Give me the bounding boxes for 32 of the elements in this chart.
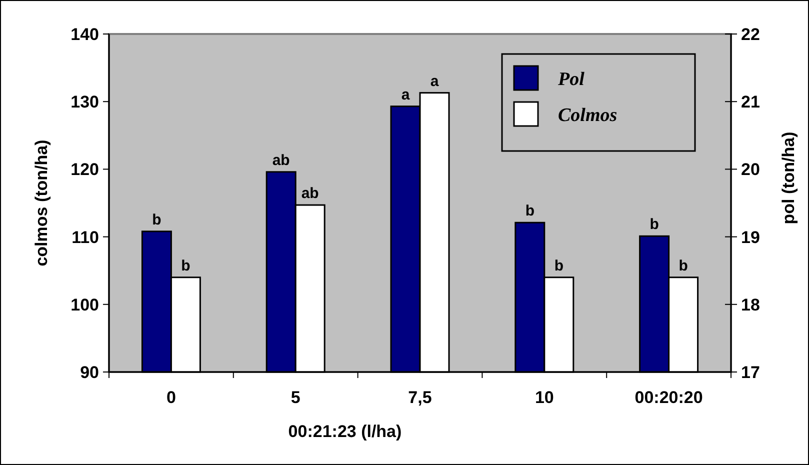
- x-tick-label: 10: [534, 388, 554, 407]
- y-tick-label: 100: [70, 295, 99, 314]
- data-label: b: [152, 211, 162, 228]
- x-tick-label: 5: [290, 388, 300, 407]
- y2-tick-label: 22: [741, 25, 760, 44]
- y2-tick-label: 18: [741, 295, 760, 314]
- data-label: a: [430, 72, 440, 90]
- y-tick-label: 130: [70, 92, 99, 112]
- x-tick-label: 00:20:20: [634, 388, 703, 407]
- y-tick-label: 90: [80, 363, 99, 382]
- data-label: b: [181, 257, 190, 274]
- y-tick-label: 120: [70, 160, 99, 180]
- y-axis-title: colmos (ton/ha): [32, 140, 51, 266]
- x-tick-label: 0: [166, 388, 176, 407]
- data-label: ab: [301, 185, 319, 202]
- y-tick-label: 110: [72, 228, 99, 247]
- y2-axis-title: pol (ton/ha): [779, 132, 798, 224]
- data-label: b: [554, 257, 564, 274]
- y2-tick-label: 21: [741, 92, 760, 112]
- data-label: b: [650, 216, 659, 234]
- x-tick-label: 7,5: [408, 388, 432, 407]
- y2-tick-label: 17: [741, 363, 760, 382]
- y2-tick-label: 19: [741, 228, 760, 247]
- data-label: b: [525, 202, 534, 220]
- x-axis-title: 00:21:23 (l/ha): [288, 422, 402, 441]
- y-tick-label: 140: [70, 25, 99, 44]
- data-label: a: [401, 86, 410, 104]
- y2-tick-label: 20: [741, 160, 760, 180]
- data-label: b: [678, 257, 688, 274]
- data-label: ab: [272, 152, 290, 169]
- legend-label: Colmos: [558, 105, 618, 126]
- legend-label: Pol: [557, 69, 586, 90]
